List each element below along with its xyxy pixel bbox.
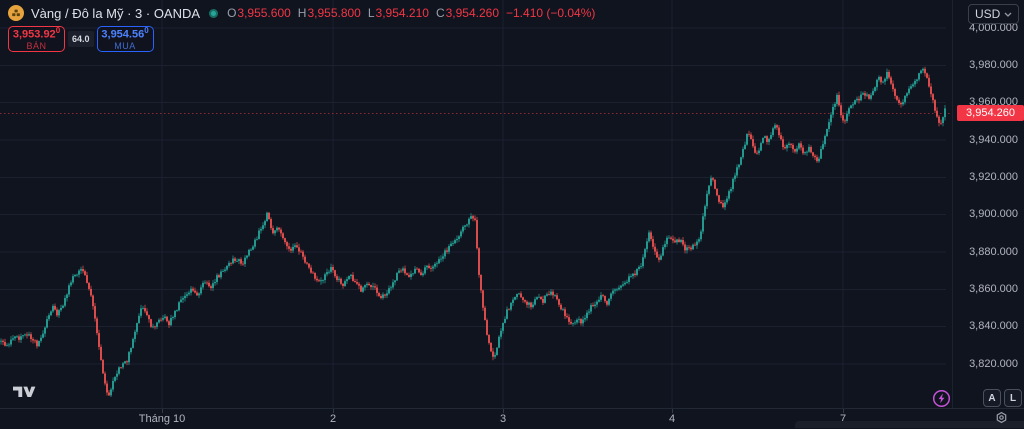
sell-label: BÁN xyxy=(26,40,47,51)
buy-price: 3,954.560 xyxy=(101,26,149,41)
chevron-down-icon xyxy=(1004,12,1012,17)
symbol-title[interactable]: Vàng / Đô la Mỹ · 3 · OANDA xyxy=(31,5,201,21)
auto-scale-button[interactable]: A xyxy=(983,389,1001,407)
time-tick-mark xyxy=(162,409,163,413)
buy-label: MUA xyxy=(114,40,136,51)
time-tick-label: 2 xyxy=(329,413,337,425)
time-tick-label: 4 xyxy=(668,413,676,425)
ohlc-pair: L3,954.210 xyxy=(367,6,429,20)
time-tick-mark xyxy=(672,409,673,413)
ohlc-pair: C3,954.260 xyxy=(435,6,499,20)
scale-buttons: A L xyxy=(983,389,1022,407)
log-scale-button[interactable]: L xyxy=(1004,389,1022,407)
time-tick-mark xyxy=(333,409,334,413)
axis-settings-gear-icon[interactable] xyxy=(995,411,1008,424)
time-axis[interactable]: Tháng 10 2 3 4 7 xyxy=(0,408,1024,429)
bottom-scrollbar[interactable] xyxy=(795,421,1024,428)
price-change: −1.410 (−0.04%) xyxy=(506,6,596,20)
currency-label: USD xyxy=(975,7,1001,21)
price-tick-label: 4,000.000 xyxy=(969,21,1018,34)
time-tick-label: 3 xyxy=(499,413,507,425)
time-tick-label: Tháng 10 xyxy=(138,413,186,425)
sell-price: 3,953.920 xyxy=(12,26,61,41)
price-tick-label: 3,820.000 xyxy=(969,357,1018,370)
time-tick-label: 7 xyxy=(839,413,847,425)
gold-coin-icon xyxy=(8,5,24,21)
price-tick-label: 3,840.000 xyxy=(969,320,1018,333)
ohlc-pair: O3,955.600 xyxy=(227,6,291,20)
price-axis[interactable]: 3,954.260 4,000.000 3,980.000 3,960.000 3,9… xyxy=(952,0,1024,408)
instant-order-icon[interactable] xyxy=(932,389,951,408)
ohlc-values: O3,955.600 H3,955.800 L3,954.210 C3,954.260 xyxy=(227,6,499,20)
price-tick-label: 3,920.000 xyxy=(969,170,1018,183)
price-tick-label: 3,960.000 xyxy=(969,96,1018,109)
price-tick-label: 3,860.000 xyxy=(969,282,1018,295)
tradingview-logo[interactable] xyxy=(13,384,36,400)
spread-value: 64.0 xyxy=(68,31,94,47)
market-status-icon[interactable] xyxy=(209,8,219,18)
price-tick-label: 3,940.000 xyxy=(969,133,1018,146)
price-tick-label: 3,980.000 xyxy=(969,58,1018,71)
currency-selector[interactable]: USD xyxy=(968,4,1019,24)
trade-panel: 3,953.920 BÁN 64.0 3,954.560 MUA xyxy=(8,26,154,52)
ohlc-pair: H3,955.800 xyxy=(297,6,361,20)
time-tick-mark xyxy=(843,409,844,413)
time-tick-mark xyxy=(503,409,504,413)
last-price-label: 3,954.260 xyxy=(957,105,1024,122)
price-tick-label: 3,900.000 xyxy=(969,208,1018,221)
price-tick-label: 3,880.000 xyxy=(969,245,1018,258)
buy-button[interactable]: 3,954.560 MUA xyxy=(96,26,154,52)
sell-button[interactable]: 3,953.920 BÁN xyxy=(8,26,65,52)
chart-legend: Vàng / Đô la Mỹ · 3 · OANDA O3,955.600 H3… xyxy=(8,5,595,21)
